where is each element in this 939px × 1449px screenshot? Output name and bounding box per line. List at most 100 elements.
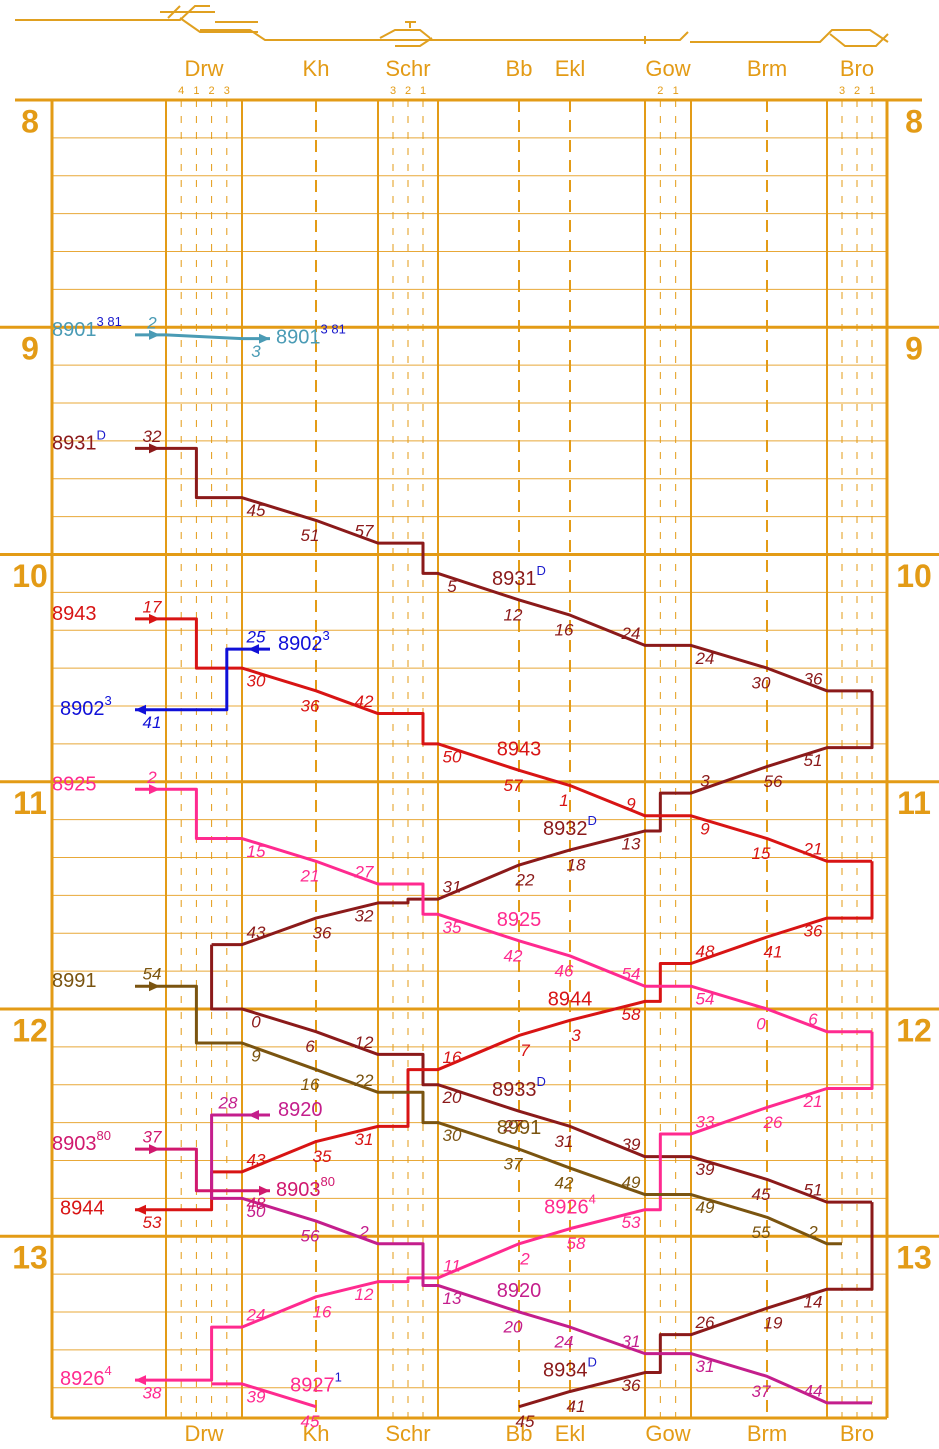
- minute-label: 30: [752, 674, 771, 693]
- track-label: 1: [673, 85, 679, 97]
- train-number: 8934: [543, 1360, 588, 1382]
- train-number: 8902: [278, 633, 323, 655]
- minute-label: 41: [143, 713, 162, 732]
- track-label: 2: [405, 85, 411, 97]
- minute-label: 9: [626, 794, 636, 813]
- minute-label: 24: [621, 624, 641, 643]
- minute-label: 2: [519, 1249, 530, 1268]
- minute-label: 21: [300, 867, 320, 886]
- train-label-mid: 8920: [497, 1280, 542, 1302]
- minute-label: 6: [808, 1010, 818, 1029]
- train-label-end: 89013 81: [276, 322, 346, 349]
- minute-label: 54: [622, 965, 641, 984]
- minute-label: 1: [559, 791, 568, 810]
- minute-label: 26: [695, 1313, 715, 1332]
- track-label: 4: [178, 85, 184, 97]
- minute-label: 32: [355, 906, 374, 925]
- minute-label: 9: [251, 1047, 261, 1066]
- train-sup: 3 81: [97, 314, 122, 329]
- arrowhead: [259, 333, 270, 344]
- track-label: 1: [869, 85, 875, 97]
- minute-label: 13: [622, 834, 641, 853]
- minute-label: 36: [301, 696, 320, 715]
- train-path: [210, 944, 872, 1204]
- minute-label: 50: [247, 1202, 266, 1221]
- train-sup: D: [537, 1075, 546, 1090]
- track-label: 1: [193, 85, 199, 97]
- minute-label: 18: [567, 855, 586, 874]
- minute-label: 54: [143, 965, 162, 984]
- train-sup: 3 81: [321, 322, 346, 337]
- arrowhead: [149, 329, 160, 340]
- train-sup: D: [588, 1355, 597, 1370]
- train-number: 8920: [497, 1280, 542, 1302]
- train-label-start: 8925: [52, 774, 97, 796]
- train-sup: 3: [323, 629, 330, 644]
- hour-label: 10: [896, 558, 932, 594]
- arrowhead: [149, 981, 160, 992]
- train-number: 8903: [276, 1179, 321, 1201]
- train-number: 8926: [544, 1197, 589, 1219]
- minute-label: 2: [807, 1222, 818, 1241]
- train-label-mid: 8943: [497, 739, 542, 761]
- track-label: 2: [854, 85, 860, 97]
- minute-label: 16: [313, 1302, 332, 1321]
- hour-label: 11: [13, 785, 47, 821]
- minute-label: 36: [622, 1376, 641, 1395]
- minute-label: 16: [555, 621, 574, 640]
- track-label: 3: [224, 85, 230, 97]
- train-path: [211, 1382, 317, 1409]
- station-name: Ekl: [555, 56, 586, 81]
- minute-label: 58: [567, 1234, 586, 1253]
- minute-label: 24: [246, 1306, 266, 1325]
- train-label-start: 8920: [278, 1099, 323, 1121]
- minute-label: 39: [622, 1135, 641, 1154]
- minute-label: 42: [355, 692, 374, 711]
- arrowhead: [149, 1144, 160, 1155]
- train-path: [166, 446, 872, 693]
- train-label-mid: 8925: [497, 909, 542, 931]
- train-sup: D: [537, 563, 546, 578]
- minute-label: 16: [443, 1048, 462, 1067]
- train-number: 8903: [52, 1133, 97, 1155]
- station-name: Schr: [385, 1421, 430, 1446]
- train-sup: 3: [105, 693, 112, 708]
- minute-label: 41: [567, 1397, 586, 1416]
- hour-label: 10: [12, 558, 48, 594]
- minute-label: 39: [247, 1387, 266, 1406]
- minute-label: 41: [764, 942, 783, 961]
- minute-label: 45: [752, 1185, 771, 1204]
- train-label-mid: 8944: [548, 989, 593, 1011]
- arrowhead: [135, 1375, 146, 1386]
- minute-label: 51: [804, 1181, 823, 1200]
- train-label-mid: 8991: [497, 1117, 542, 1139]
- minute-label: 11: [443, 1256, 461, 1275]
- hour-label: 8: [21, 103, 39, 139]
- minute-label: 0: [756, 1014, 766, 1033]
- station-name: Drw: [184, 56, 223, 81]
- train-number: 8943: [52, 603, 97, 625]
- hour-label: 12: [896, 1012, 932, 1048]
- train-path: [165, 333, 243, 341]
- minute-label: 31: [555, 1132, 574, 1151]
- minute-label: 3: [700, 772, 710, 791]
- train-number: 8931: [492, 568, 537, 590]
- station-name: Bro: [840, 56, 874, 81]
- arrowhead: [248, 644, 259, 655]
- minute-label: 43: [247, 1150, 266, 1169]
- track-label: 3: [390, 85, 396, 97]
- minute-label: 12: [355, 1285, 374, 1304]
- train-number: 8925: [497, 909, 542, 931]
- station-name: Kh: [303, 56, 330, 81]
- train-number: 8933: [492, 1080, 537, 1102]
- train-label-mid: 89264: [544, 1192, 596, 1219]
- minute-label: 24: [695, 649, 715, 668]
- track-label: 2: [209, 85, 215, 97]
- hour-label: 8: [905, 103, 923, 139]
- train-label-start: 8943: [52, 603, 97, 625]
- minute-label: 51: [301, 526, 320, 545]
- train-number: 8901: [276, 327, 321, 349]
- minute-label: 32: [143, 427, 162, 446]
- train-label-mid: 8932D: [543, 813, 597, 840]
- minute-label: 58: [622, 1005, 641, 1024]
